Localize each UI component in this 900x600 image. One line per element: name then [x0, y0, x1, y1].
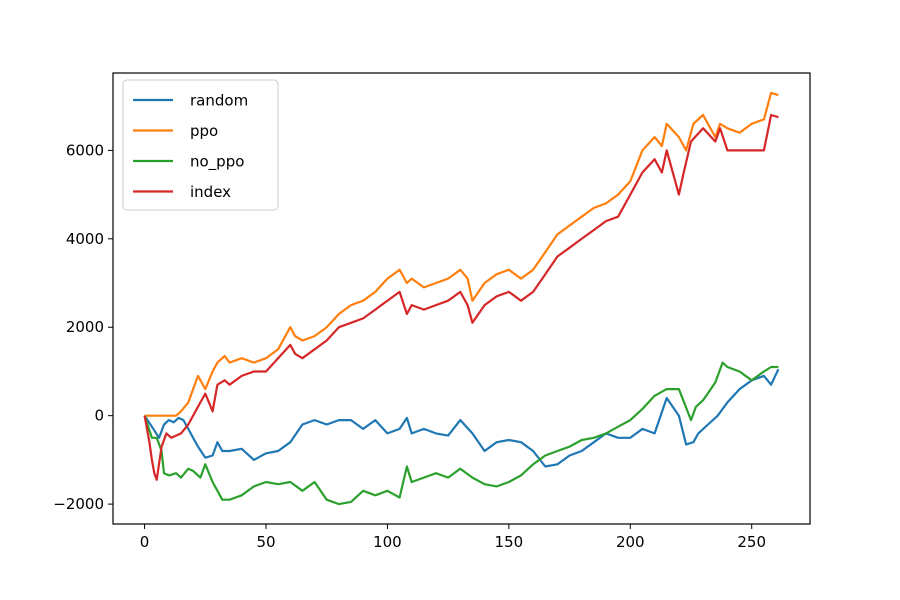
x-tick-label: 0: [140, 533, 150, 551]
series-line-index: [143, 113, 779, 481]
x-tick-label: 100: [373, 533, 402, 551]
series-line-no-ppo: [143, 361, 779, 506]
series-line-random: [143, 368, 780, 468]
y-axis: −2000 0 2000 4000 6000: [53, 141, 113, 513]
legend-label-no-ppo: no_ppo: [190, 153, 244, 172]
y-tick-label: 0: [94, 407, 104, 425]
y-tick-label: 2000: [66, 318, 104, 336]
series-layer: [143, 91, 780, 506]
x-tick-label: 200: [616, 533, 645, 551]
y-tick-label: −2000: [53, 495, 104, 513]
y-tick-label: 4000: [66, 230, 104, 248]
legend-box: [122, 79, 279, 211]
y-tick-label: 6000: [66, 141, 104, 159]
plot-frame: [112, 72, 811, 525]
x-axis: 0 50 100 150 200 250: [140, 524, 766, 551]
legend-label-index: index: [190, 183, 231, 201]
legend-label-random: random: [190, 92, 248, 110]
legend-label-ppo: ppo: [190, 122, 218, 140]
series-line-ppo: [144, 91, 779, 417]
x-tick-label: 250: [737, 533, 766, 551]
x-tick-label: 150: [495, 533, 524, 551]
x-tick-label: 50: [256, 533, 275, 551]
